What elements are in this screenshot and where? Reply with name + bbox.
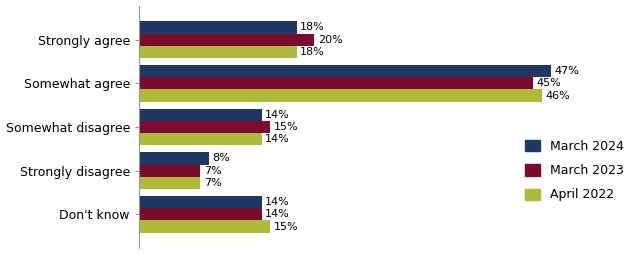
Bar — [139, 21, 297, 34]
Bar — [139, 77, 533, 89]
Bar — [139, 165, 200, 177]
Text: 18%: 18% — [300, 22, 325, 33]
Bar — [139, 133, 261, 145]
Text: 18%: 18% — [300, 47, 325, 57]
Text: 20%: 20% — [317, 35, 343, 45]
Bar — [139, 208, 261, 220]
Bar — [139, 220, 270, 233]
Bar — [139, 46, 297, 58]
Text: 14%: 14% — [265, 110, 290, 120]
Text: 7%: 7% — [204, 166, 222, 176]
Bar — [139, 196, 261, 208]
Text: 14%: 14% — [265, 209, 290, 219]
Bar — [139, 109, 261, 121]
Bar — [139, 121, 270, 133]
Text: 45%: 45% — [537, 78, 562, 88]
Text: 15%: 15% — [274, 221, 299, 232]
Text: 7%: 7% — [204, 178, 222, 188]
Bar — [139, 177, 200, 189]
Text: 47%: 47% — [554, 66, 579, 76]
Bar — [139, 65, 551, 77]
Bar — [139, 89, 542, 102]
Legend: March 2024, March 2023, April 2022: March 2024, March 2023, April 2022 — [520, 135, 629, 207]
Text: 14%: 14% — [265, 197, 290, 207]
Text: 8%: 8% — [213, 153, 231, 164]
Bar — [139, 152, 209, 165]
Text: 14%: 14% — [265, 134, 290, 144]
Bar — [139, 34, 314, 46]
Text: 46%: 46% — [545, 90, 571, 101]
Text: 15%: 15% — [274, 122, 299, 132]
